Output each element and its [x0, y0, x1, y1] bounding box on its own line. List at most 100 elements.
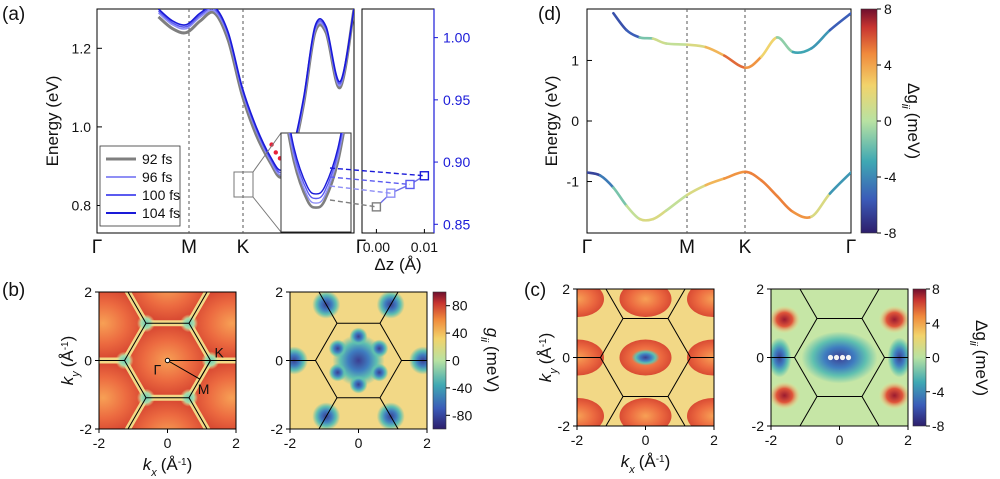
conduction-segment-9	[759, 36, 779, 59]
d-xtick-0: Γ	[582, 237, 592, 258]
valence-segment-4	[638, 217, 655, 222]
zoom-connector-bottom	[252, 196, 282, 233]
ar-xtick-label-0: 0.00	[363, 239, 390, 255]
b1-xtick-label-2: 2	[232, 435, 240, 451]
a-xtick-0: Γ	[92, 237, 102, 258]
c2-bz-spoke-2	[799, 396, 818, 426]
b1-hex-6	[192, 292, 236, 358]
b1-hex-1	[192, 363, 236, 429]
band-line-96fs	[157, 9, 354, 176]
b2-petal-4	[349, 327, 368, 346]
b2-xtick-label-0: -2	[284, 435, 297, 451]
b1-hex-2	[131, 400, 204, 429]
energy-connector-dashes	[329, 167, 425, 208]
d-ylabel: Energy (eV)	[542, 76, 561, 167]
c2-xtick-label-2: 2	[904, 432, 912, 448]
valence-segment-14	[810, 192, 832, 218]
c2-red-top-0	[771, 305, 801, 334]
b1-hex-3	[99, 363, 143, 429]
c2-bz-spoke-5	[861, 289, 880, 319]
d-cbar-tick-label-0: 8	[884, 1, 892, 17]
c2-center-blob	[801, 331, 878, 384]
legend-96: 96 fs	[142, 169, 172, 185]
panel-d-band-dg: -1 0 1 Γ M K Γ Energy (eV) 8 4 0 -4 -8 Δgii (meV)	[542, 1, 923, 258]
c2-center-dot-0	[827, 354, 834, 361]
panel-a-band-structure: 0.8 1.0 1.2 Γ M K Energy (eV) 92 fs 96 fs 100…	[43, 8, 355, 258]
c1-hot-0-2	[577, 398, 604, 426]
a-ytick-label-0: 0.8	[72, 197, 92, 213]
panel-label-d: (d)	[538, 4, 561, 25]
d-colorbar-ticks: 8 4 0 -4 -8	[877, 1, 897, 241]
c-cbar-label-unit: (meV)	[972, 350, 991, 396]
c-colorbar-ticks: 8 4 0 -4 -8	[926, 281, 945, 434]
svg-text:Δgii(meV): Δgii (meV)	[899, 83, 923, 159]
valence-segment-0	[587, 171, 602, 177]
c-left-ticks: -2-2 0 0 2 2 kx (Å-1) ky(Å-1)	[536, 281, 718, 476]
ar-ytick-label-0: 0.85	[443, 216, 470, 232]
c-cbar-tick-label-4: -8	[932, 418, 945, 434]
b-left-ticks: -2-2 0 0 2 2 kx (Å-1) ky(Å-1)	[58, 284, 240, 479]
c-cbar-tick-label-1: 4	[932, 315, 940, 331]
b-cbar-tick-label-3: -40	[452, 380, 472, 396]
b1-ytick-label-0: -2	[80, 421, 93, 437]
conduction-segment-3	[651, 37, 668, 45]
c2-red-bot-0	[771, 381, 801, 410]
dz-gamma-label: Γ	[356, 237, 366, 258]
d-ytick-label-0: -1	[567, 174, 580, 190]
d-cbar-label-main: Δg	[904, 83, 923, 104]
c-right-ticks: -2-2 0 0 2 2	[752, 281, 913, 448]
valence-segment-2	[612, 186, 628, 208]
conduction-segment-1	[625, 28, 642, 39]
b2-petal-3	[328, 339, 347, 358]
b-cbar-label-main: g	[483, 328, 502, 338]
c2-ytick-label-0: -2	[752, 418, 765, 434]
d-cbar-label-sub: ii	[899, 104, 911, 109]
c-cbar-label-sub: ii	[967, 341, 979, 346]
panel-label-a: (a)	[2, 4, 25, 25]
zoom-connector-top	[252, 132, 282, 173]
c-cbar-label-main: Δg	[972, 320, 991, 341]
c2-bz-spoke-1	[861, 396, 880, 426]
d-cbar-tick-label-1: 4	[884, 57, 892, 73]
panel-b-left-map: -2-2 0 0 2 2 kx (Å-1) ky(Å-1) Γ M K	[58, 284, 240, 479]
ar-ytick-label-2: 0.95	[443, 92, 470, 108]
b2-ytick-label-1: 0	[275, 353, 283, 369]
panel-a-right-dz: 0.85 0.90 0.95 1.00 0.00 0.01 Δz (Å) Γ	[356, 8, 470, 274]
panel-c-left-map: -2-2 0 0 2 2 kx (Å-1) ky(Å-1)	[536, 281, 718, 476]
inset-curves	[287, 133, 345, 209]
a-xtick-1: M	[181, 237, 197, 258]
c1-xtick-label-0: -2	[571, 432, 584, 448]
dz-dash-1	[329, 185, 391, 194]
conduction-segment-8	[744, 55, 763, 70]
d-xtick-2: K	[739, 237, 752, 258]
legend: 92 fs 96 fs 100 fs 104 fs	[99, 145, 181, 227]
d-cbar-tick-label-3: -4	[884, 169, 897, 185]
conduction-segment-13	[828, 11, 851, 32]
c-cbar-tick-label-3: -4	[932, 384, 945, 400]
panel-a-frame	[96, 8, 355, 234]
svg-text:Δgii(meV): Δgii (meV)	[967, 320, 991, 396]
valence-segment-8	[704, 177, 726, 187]
valley-marker-1	[273, 150, 278, 155]
c2-center-dot-1	[833, 354, 840, 361]
panel-a-ticks: 0.8 1.0 1.2 Γ M K	[72, 40, 250, 258]
b2-ytick-label-0: -2	[271, 421, 284, 437]
c1-bz-spoke-1	[667, 396, 686, 426]
b-cbar-tick-label-0: 80	[452, 298, 468, 314]
b1-xlabel: kx (Å-1)	[143, 455, 193, 479]
dz-xlabel: Δz (Å)	[374, 255, 421, 274]
c1-xlabel: kx (Å-1)	[621, 452, 671, 476]
c1-bz-spoke-4	[605, 289, 624, 319]
band-line-92fs	[157, 9, 354, 179]
c1-hot-2-2	[687, 398, 714, 426]
valley-marker-0	[269, 142, 274, 147]
valence-segment-10	[744, 170, 763, 182]
conduction-segment-11	[791, 47, 813, 54]
b1-ytick-label-1: 0	[84, 353, 92, 369]
c1-ylabel: ky(Å-1)	[536, 333, 560, 383]
c1-xtick-label-1: 0	[642, 432, 650, 448]
d-xtick-1: M	[679, 237, 695, 258]
c1-hot-2-0	[687, 289, 714, 317]
c-cbar-tick-label-0: 8	[932, 281, 940, 297]
c2-red-bot-1	[878, 381, 908, 410]
